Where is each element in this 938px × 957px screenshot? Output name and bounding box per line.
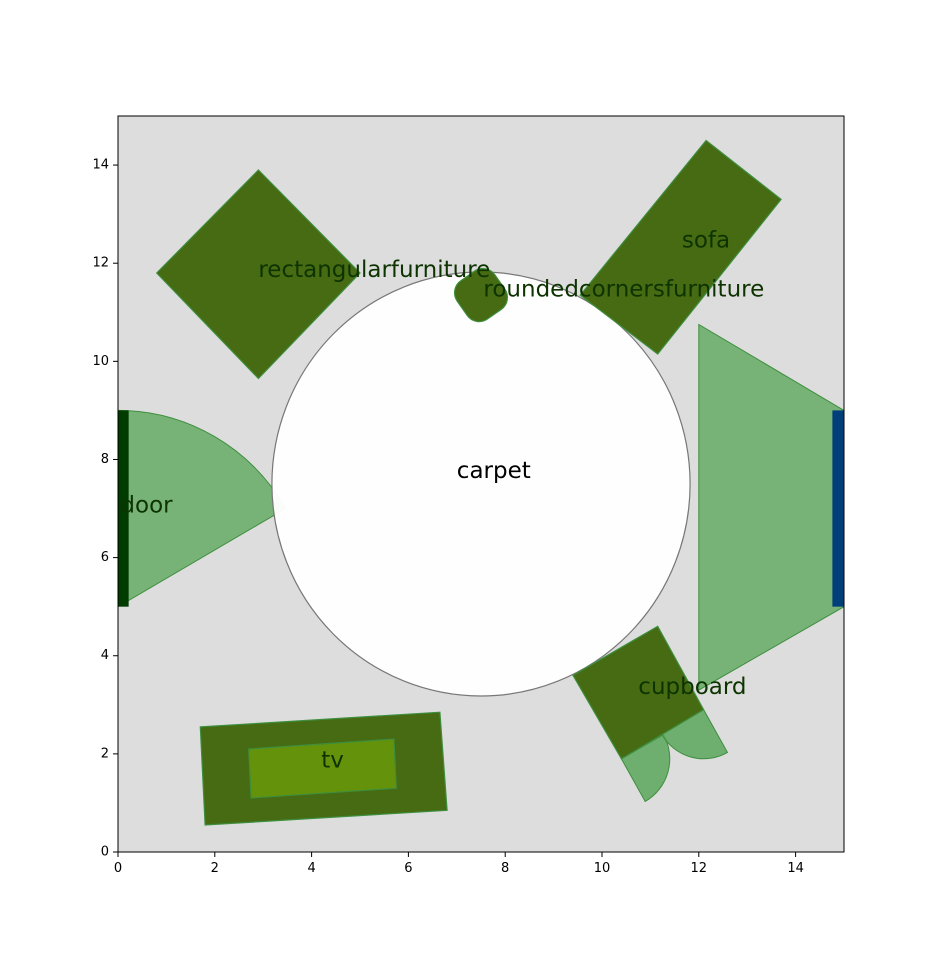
x-tick-label: 8 — [501, 861, 509, 876]
rectangularfurniture-shape — [155, 169, 361, 380]
plot-frame — [117, 115, 845, 853]
y-tick-label: 14 — [92, 158, 109, 173]
x-tick-label: 0 — [114, 861, 122, 876]
window-bar — [832, 410, 844, 607]
y-tick-label: 2 — [101, 746, 109, 761]
door-bar — [118, 410, 129, 607]
y-tick-label: 4 — [101, 648, 109, 663]
y-tick-label: 6 — [101, 550, 109, 565]
x-tick-label: 6 — [404, 861, 412, 876]
cupboard-label: cupboard — [638, 674, 746, 700]
x-tick-label: 4 — [307, 861, 315, 876]
cupboard-shape — [572, 625, 705, 760]
cupboard-door-swing-2 — [660, 709, 729, 760]
x-tick-label: 14 — [787, 861, 804, 876]
carpet-label: carpet — [457, 458, 531, 484]
door-label: door — [120, 493, 173, 519]
roundedcornersfurniture-shape — [453, 267, 509, 323]
rectangularfurniture-label: rectangularfurniture — [258, 257, 490, 283]
x-tick-label: 10 — [594, 861, 611, 876]
tv-label: tv — [321, 748, 344, 774]
y-tick-label: 12 — [92, 256, 109, 271]
y-tick-label: 10 — [92, 354, 109, 369]
roundedcornersfurniture-label: roundedcornersfurniture — [483, 277, 764, 303]
sofa-shape — [579, 139, 782, 355]
sofa-label: sofa — [682, 228, 730, 254]
x-tick-label: 2 — [211, 861, 219, 876]
tv-screen-shape — [248, 738, 397, 799]
x-tick-label: 12 — [691, 861, 708, 876]
y-tick-label: 8 — [101, 452, 109, 467]
y-tick-label: 0 — [101, 845, 109, 860]
